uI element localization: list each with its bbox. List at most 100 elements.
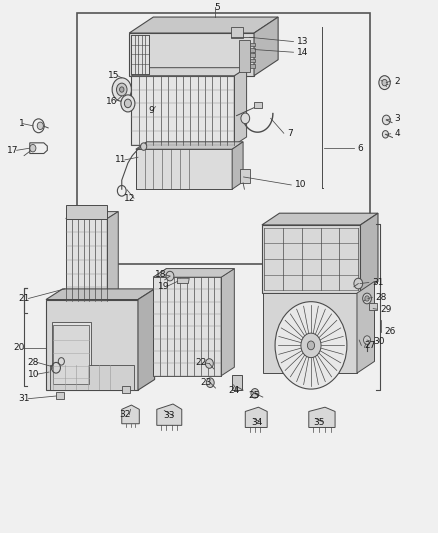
Polygon shape (157, 404, 182, 425)
Circle shape (205, 359, 213, 368)
Text: 26: 26 (385, 327, 396, 336)
Text: 23: 23 (201, 378, 212, 387)
Text: 1: 1 (19, 119, 25, 128)
Circle shape (120, 87, 124, 92)
Text: 2: 2 (394, 77, 400, 85)
Polygon shape (309, 407, 335, 427)
Polygon shape (153, 269, 234, 277)
Polygon shape (250, 48, 255, 52)
Text: 25: 25 (248, 391, 259, 400)
Bar (122, 386, 130, 393)
Circle shape (124, 99, 131, 108)
Text: 9: 9 (148, 106, 154, 115)
Text: 13: 13 (297, 37, 308, 46)
Circle shape (275, 302, 347, 389)
Polygon shape (153, 277, 221, 376)
Polygon shape (232, 142, 243, 189)
Text: 22: 22 (195, 359, 207, 367)
Circle shape (365, 296, 369, 301)
Polygon shape (136, 142, 243, 149)
Polygon shape (138, 289, 155, 390)
Circle shape (382, 131, 389, 138)
Bar (77, 13, 370, 264)
Bar (231, 27, 243, 38)
Polygon shape (250, 53, 255, 57)
Polygon shape (360, 213, 378, 293)
Bar (56, 392, 64, 399)
Circle shape (379, 76, 390, 90)
Circle shape (141, 143, 147, 150)
Polygon shape (122, 405, 139, 424)
Polygon shape (66, 205, 107, 219)
Polygon shape (221, 269, 234, 376)
Text: 15: 15 (108, 71, 119, 80)
Circle shape (382, 115, 390, 125)
Polygon shape (262, 225, 360, 293)
Text: 7: 7 (287, 129, 293, 138)
Polygon shape (66, 212, 118, 219)
Text: 30: 30 (374, 337, 385, 345)
Circle shape (363, 293, 371, 304)
Polygon shape (46, 289, 155, 300)
Polygon shape (263, 293, 357, 373)
Circle shape (112, 78, 131, 101)
Text: 28: 28 (28, 358, 39, 367)
Polygon shape (129, 33, 254, 76)
Circle shape (301, 333, 321, 358)
Polygon shape (262, 213, 378, 225)
Text: 14: 14 (297, 48, 308, 56)
Polygon shape (46, 300, 138, 390)
Polygon shape (239, 40, 250, 72)
Polygon shape (136, 149, 232, 189)
Bar (240, 169, 250, 183)
Text: 18: 18 (155, 270, 166, 279)
Circle shape (307, 341, 314, 350)
Polygon shape (254, 102, 262, 108)
Circle shape (251, 389, 259, 398)
Circle shape (382, 79, 387, 86)
Bar (52, 322, 91, 386)
Circle shape (364, 336, 371, 344)
Polygon shape (245, 407, 267, 427)
Polygon shape (250, 59, 255, 62)
Polygon shape (250, 43, 255, 46)
Text: 6: 6 (357, 144, 363, 152)
Text: 5: 5 (214, 3, 220, 12)
Text: 11: 11 (115, 156, 127, 164)
Text: 31: 31 (372, 278, 384, 287)
Bar (50, 365, 134, 390)
Text: 33: 33 (163, 411, 175, 420)
Text: 4: 4 (394, 130, 400, 138)
Polygon shape (250, 64, 255, 68)
Circle shape (166, 271, 174, 281)
Polygon shape (129, 17, 278, 33)
Text: 19: 19 (158, 282, 169, 290)
Bar (232, 375, 242, 390)
Bar (131, 76, 234, 145)
Text: 32: 32 (120, 410, 131, 419)
Polygon shape (254, 17, 278, 76)
Text: 35: 35 (314, 418, 325, 426)
Text: 29: 29 (380, 305, 392, 313)
Text: 12: 12 (124, 194, 136, 203)
Text: 31: 31 (19, 394, 30, 403)
Circle shape (37, 122, 43, 130)
Polygon shape (107, 212, 118, 301)
Circle shape (121, 95, 135, 112)
Text: 21: 21 (19, 294, 30, 303)
Polygon shape (131, 68, 247, 76)
Polygon shape (177, 278, 189, 284)
Text: 3: 3 (394, 115, 400, 123)
Bar (53, 325, 89, 384)
Text: 10: 10 (28, 370, 39, 378)
Circle shape (206, 378, 214, 387)
Text: 28: 28 (376, 293, 387, 302)
Text: 10: 10 (295, 181, 306, 189)
Circle shape (354, 278, 363, 289)
Bar (369, 303, 377, 310)
Polygon shape (153, 269, 234, 277)
Text: 20: 20 (13, 343, 25, 352)
Polygon shape (66, 219, 107, 301)
Polygon shape (357, 281, 374, 373)
Circle shape (30, 144, 36, 152)
